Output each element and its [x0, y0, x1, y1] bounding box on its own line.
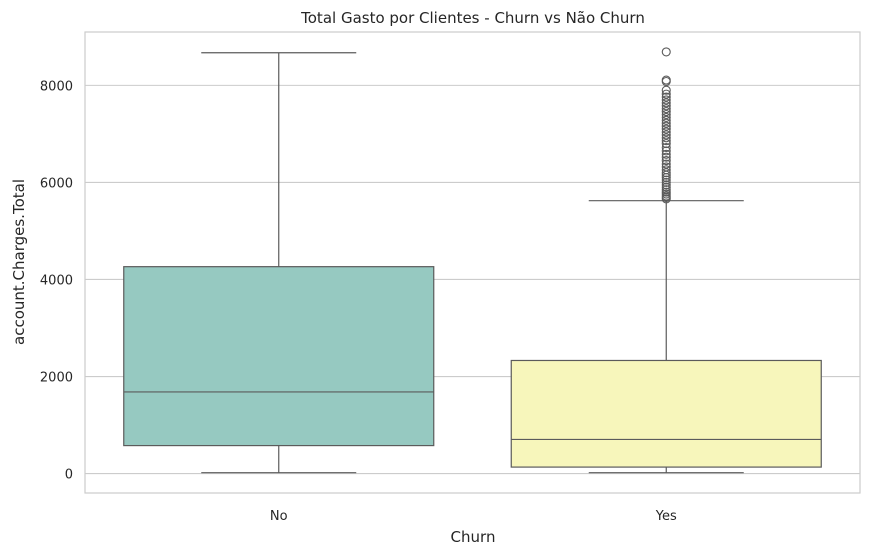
y-tick-labels: 0 2000 4000 6000 8000 — [40, 79, 73, 482]
flier-point-yes-12 — [661, 168, 671, 178]
y-tick-label-6000: 6000 — [40, 176, 73, 191]
y-tick-label-2000: 2000 — [40, 371, 73, 386]
flier-point-yes-24 — [661, 130, 671, 140]
flier-point-yes-21 — [661, 139, 671, 149]
flier-point-yes-38 — [661, 89, 671, 99]
flier-point-yes-20 — [661, 142, 671, 153]
y-tick-label-4000: 4000 — [40, 273, 73, 288]
flier-point-yes-13 — [661, 165, 671, 175]
x-axis-label: Churn — [451, 528, 496, 546]
flier-point-yes-26 — [661, 124, 671, 134]
flier-point-yes-31 — [661, 109, 671, 120]
flier-point-yes-28 — [661, 118, 671, 128]
y-axis-label: account.Charges.Total — [10, 179, 28, 345]
flier-point-yes-35 — [661, 98, 671, 108]
flier-point-yes-29 — [661, 115, 671, 125]
box-layer — [123, 47, 822, 474]
y-tick-label-8000: 8000 — [40, 79, 73, 94]
flier-point-yes-4 — [661, 187, 671, 197]
flier-point-yes-39 — [661, 85, 671, 95]
flier-point-yes-6 — [661, 182, 671, 192]
flier-point-yes-32 — [661, 107, 671, 117]
box-group-yes — [510, 47, 822, 474]
flier-point-yes-8 — [661, 177, 671, 187]
flier-point-yes-19 — [661, 146, 671, 156]
x-tick-label-yes: Yes — [655, 509, 677, 524]
chart-title: Total Gasto por Clientes - Churn vs Não … — [300, 9, 645, 27]
plot-frame — [84, 31, 861, 494]
x-tick-label-no: No — [270, 509, 288, 524]
x-tick-labels: No Yes — [270, 509, 677, 524]
flier-point-yes-17 — [661, 152, 671, 162]
flier-point-yes-33 — [661, 104, 671, 114]
flier-point-yes-7 — [661, 180, 671, 190]
flier-point-yes-41 — [661, 75, 671, 85]
flier-point-yes-5 — [661, 185, 671, 195]
flier-point-yes-27 — [661, 121, 671, 131]
flier-point-yes-14 — [661, 162, 671, 172]
flier-point-yes-15 — [661, 159, 671, 169]
flier-point-yes-25 — [661, 127, 671, 137]
flier-point-yes-30 — [661, 112, 671, 122]
flier-point-yes-36 — [661, 95, 671, 105]
box-yes — [510, 359, 822, 468]
flier-point-yes-37 — [661, 92, 671, 102]
box-no — [123, 266, 435, 447]
y-tick-label-0: 0 — [65, 468, 73, 483]
flier-point-yes-42 — [661, 47, 671, 57]
flier-point-yes-16 — [661, 156, 671, 166]
box-group-no — [123, 52, 435, 474]
flier-point-yes-18 — [661, 149, 671, 159]
flier-point-yes-23 — [661, 133, 671, 143]
flier-point-yes-9 — [661, 175, 671, 185]
flier-point-yes-34 — [661, 101, 671, 111]
flier-point-yes-22 — [661, 136, 671, 146]
